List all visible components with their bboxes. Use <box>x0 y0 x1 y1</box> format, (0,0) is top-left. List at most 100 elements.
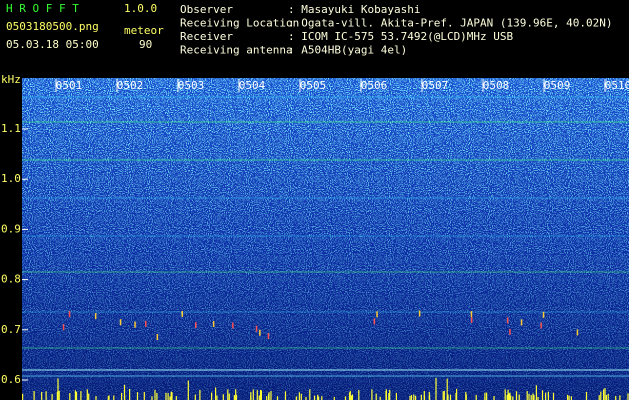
echo <box>627 393 629 400</box>
info-value: : Ogata-vill. Akita-Pref. JAPAN (139.96E… <box>288 17 613 30</box>
echo <box>222 394 224 400</box>
echo <box>605 395 607 400</box>
echo <box>607 393 609 400</box>
echo <box>94 313 97 320</box>
echo <box>215 387 217 400</box>
echo <box>255 325 258 332</box>
freq-label: 0.8 <box>1 273 21 286</box>
echo <box>506 317 509 324</box>
echo <box>456 388 458 400</box>
echo <box>74 390 76 400</box>
echo <box>113 395 115 400</box>
echo <box>470 311 473 318</box>
echo <box>88 393 90 400</box>
echo <box>270 391 272 400</box>
info-value: : A504HB(yagi 4el) <box>288 44 407 57</box>
echo <box>493 396 495 400</box>
echo <box>429 395 431 400</box>
count: 90 <box>139 38 152 51</box>
echo <box>600 391 602 400</box>
echo <box>212 321 215 327</box>
echo <box>317 394 319 400</box>
echo <box>267 333 270 339</box>
echo <box>415 395 417 400</box>
echo <box>228 393 230 400</box>
echo <box>156 334 159 340</box>
echo <box>136 392 139 400</box>
echo <box>121 393 123 400</box>
freq-label: 0.7 <box>1 323 21 336</box>
echo <box>373 318 376 325</box>
echo <box>134 321 136 328</box>
echo <box>156 392 158 400</box>
echo <box>484 396 486 400</box>
spectrogram-noise <box>22 78 629 400</box>
echo <box>418 310 421 317</box>
echo <box>175 396 177 400</box>
echo <box>619 395 621 400</box>
time-label: 0503 <box>178 79 205 92</box>
echo <box>194 394 196 400</box>
echo <box>435 377 437 400</box>
echo <box>187 380 189 400</box>
app-name: H R O F F T <box>6 2 79 15</box>
echo <box>259 329 261 336</box>
freq-label: 1.1 <box>1 122 21 135</box>
echo <box>568 395 570 400</box>
echo <box>570 396 572 400</box>
echo <box>123 384 126 400</box>
echo <box>552 392 555 400</box>
echo <box>510 395 512 400</box>
echo <box>108 395 110 400</box>
mode: meteor <box>124 24 164 37</box>
echo <box>385 391 387 400</box>
echo <box>509 392 511 400</box>
echo <box>80 391 82 400</box>
echo <box>62 324 65 331</box>
echo <box>547 391 549 400</box>
echo <box>154 389 156 400</box>
echo <box>276 396 279 400</box>
echo <box>442 391 444 400</box>
echo <box>318 396 320 400</box>
echo <box>145 320 147 327</box>
echo <box>537 396 539 400</box>
echo <box>484 392 486 400</box>
echo <box>379 396 381 400</box>
echo <box>423 390 425 400</box>
echo <box>235 394 238 400</box>
echo <box>388 393 390 400</box>
echo <box>256 390 258 400</box>
echo <box>321 396 323 400</box>
echo <box>420 394 422 400</box>
echo <box>371 389 373 400</box>
echo <box>585 391 588 400</box>
echo <box>518 394 520 400</box>
echo <box>449 394 452 400</box>
info-value: : Masayuki Kobayashi <box>288 3 420 16</box>
echo <box>250 396 252 400</box>
echo <box>344 396 347 400</box>
echo <box>410 395 413 400</box>
echo <box>530 395 532 400</box>
echo <box>376 311 378 318</box>
echo <box>475 394 477 400</box>
echo <box>598 395 600 400</box>
info-label: Receiving antenna <box>180 44 293 57</box>
echo <box>167 393 169 400</box>
echo <box>545 392 547 400</box>
time-label: 0502 <box>117 79 144 92</box>
echo <box>260 390 262 400</box>
echo <box>45 391 47 400</box>
info-value: : ICOM IC-575 53.7492(@LCD)MHz USB <box>288 30 514 43</box>
echo <box>535 385 537 400</box>
unit-label: kHz <box>1 73 21 86</box>
echo <box>165 392 167 400</box>
time-label: 0505 <box>300 79 327 92</box>
time-label: 0504 <box>239 79 266 92</box>
echo <box>470 317 473 323</box>
echo <box>151 396 153 400</box>
echo <box>409 395 411 400</box>
echo <box>170 391 172 400</box>
